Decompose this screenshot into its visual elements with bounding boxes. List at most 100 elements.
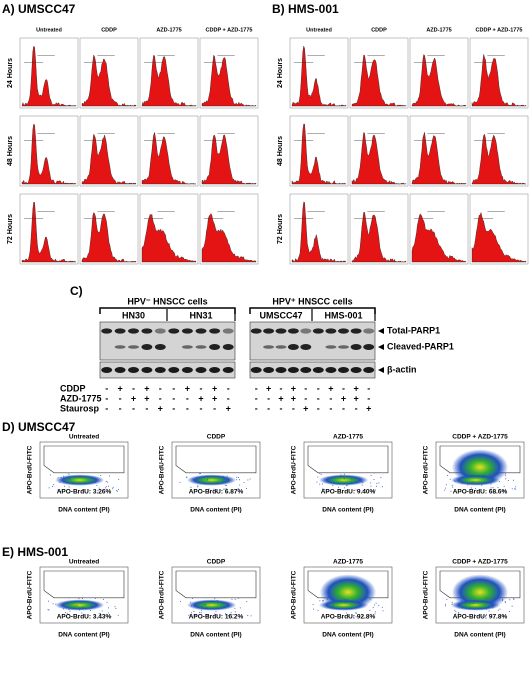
cell-dot xyxy=(239,479,241,481)
cell-dot xyxy=(236,476,238,478)
band xyxy=(250,328,262,334)
y-axis-label: APO-BrdU-FITC xyxy=(159,570,166,619)
treatment-sign: + xyxy=(278,393,283,403)
result-label: APO-BrdU: 9.40% xyxy=(321,489,376,496)
plot-title: Untreated xyxy=(69,559,99,566)
cell-dot xyxy=(361,481,363,483)
band xyxy=(168,328,180,334)
cell-dot xyxy=(373,490,375,492)
band xyxy=(141,344,153,350)
treatment-sign: - xyxy=(186,403,189,413)
cell-dot xyxy=(374,611,376,613)
column-header: Untreated xyxy=(36,27,62,33)
panel-label: A) UMSCC47 xyxy=(2,2,76,16)
cell-dot xyxy=(226,485,228,487)
cell-dot xyxy=(487,479,489,481)
histogram-frame xyxy=(289,193,349,265)
cell-dot xyxy=(470,487,472,489)
cell-dot xyxy=(78,609,80,611)
treatment-sign: - xyxy=(329,403,332,413)
treatment-sign: - xyxy=(280,383,283,393)
band xyxy=(312,328,324,334)
band xyxy=(209,328,221,334)
cell-dot xyxy=(373,478,375,480)
treatment-sign: - xyxy=(267,403,270,413)
histogram-area xyxy=(81,133,137,185)
cell-dot xyxy=(237,597,239,599)
cell-dot xyxy=(374,604,376,606)
band xyxy=(363,367,375,373)
cell-dot xyxy=(346,485,348,487)
gate xyxy=(307,445,389,474)
cell-dot xyxy=(106,602,108,604)
column-header: CDDP + AZD-1775 xyxy=(206,27,253,33)
treatment-sign: - xyxy=(267,393,270,403)
cell-dot xyxy=(107,612,109,614)
row-label: 24 Hours xyxy=(7,58,14,88)
cell-dot xyxy=(375,602,377,604)
cell-dot xyxy=(91,605,93,607)
cell-dot xyxy=(455,613,457,615)
cell-dot xyxy=(378,482,380,484)
cell-dot xyxy=(55,603,57,605)
cell-dot xyxy=(239,607,241,609)
histogram-area xyxy=(201,213,257,263)
treatment-sign: + xyxy=(291,383,296,393)
cell-dot xyxy=(472,475,474,477)
treatment-sign: + xyxy=(291,393,296,403)
band xyxy=(181,328,193,334)
cell-dot xyxy=(332,485,334,487)
cell-dot xyxy=(515,486,517,488)
band xyxy=(154,328,166,334)
cell-dot xyxy=(353,489,355,491)
plot-frame xyxy=(171,566,261,624)
cell-dot xyxy=(118,478,120,480)
cell-dot xyxy=(458,612,460,614)
cell-dot xyxy=(514,488,516,490)
band xyxy=(350,328,362,334)
x-axis-label: DNA content (PI) xyxy=(58,507,109,514)
cell-dot xyxy=(188,614,190,616)
band xyxy=(287,344,299,350)
cell-dot xyxy=(319,600,321,602)
cell-dot xyxy=(247,479,249,481)
histogram-area xyxy=(21,201,77,263)
x-axis-label: DNA content (PI) xyxy=(190,632,241,639)
cell-dot xyxy=(249,478,251,480)
cell-cloud xyxy=(54,474,105,486)
cell-dot xyxy=(215,491,217,493)
cell-dot xyxy=(373,472,375,474)
treatment-sign: + xyxy=(198,393,203,403)
cell-dot xyxy=(105,480,107,482)
cell-dot xyxy=(492,605,494,607)
cell-dot xyxy=(370,485,372,487)
cell-dot xyxy=(356,599,358,601)
band xyxy=(209,344,221,350)
cell-dot xyxy=(99,612,101,614)
cell-dot xyxy=(322,488,324,490)
cell-dot xyxy=(190,605,192,607)
cell-dot xyxy=(447,475,449,477)
cell-dot xyxy=(445,487,447,489)
cell-dot xyxy=(332,599,334,601)
cell-dot xyxy=(60,491,62,493)
cell-dot xyxy=(101,610,103,612)
blot-membrane xyxy=(249,321,376,361)
cell-cloud xyxy=(318,474,369,486)
cell-dot xyxy=(201,605,203,607)
treatment-sign: - xyxy=(227,393,230,403)
group-header: HPV⁻ HNSCC cells xyxy=(127,296,207,306)
plot-frame xyxy=(303,441,393,499)
cell-dot xyxy=(370,482,372,484)
result-label: APO-BrdU: 68.6% xyxy=(453,489,508,496)
cell-dot xyxy=(231,615,233,617)
cell-dot xyxy=(355,616,357,618)
treatment-sign: - xyxy=(186,393,189,403)
histogram-area xyxy=(411,54,467,107)
treatment-sign: - xyxy=(329,393,332,403)
cell-dot xyxy=(67,472,69,474)
treatment-sign: - xyxy=(172,393,175,403)
cell-dot xyxy=(204,604,206,606)
band xyxy=(300,328,312,334)
treatment-label: Staurosp xyxy=(60,403,100,413)
